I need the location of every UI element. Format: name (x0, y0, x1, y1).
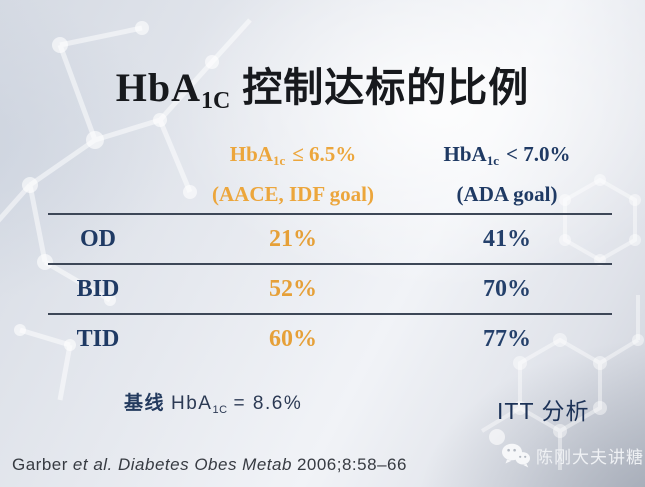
table-row-bid: BID 52% 70% (48, 263, 612, 313)
baseline-hba1c-note: 基线 HbA1C = 8.6% (124, 388, 303, 416)
row-label-bid: BID (76, 275, 120, 302)
aace-criterion-line: HbA1c ≤ 6.5% (148, 142, 438, 168)
baseline-value: = 8.6% (233, 393, 303, 414)
bid-aace-value: 52% (269, 275, 317, 302)
watermark: 陈刚大夫讲糖 (501, 442, 644, 469)
slide-title: HbA1C 控制达标的比例 (0, 55, 645, 114)
aace-hba-subscript: 1c (272, 153, 286, 168)
ada-criterion: < 7.0% (506, 142, 571, 166)
tid-aace-value: 60% (269, 325, 317, 352)
title-chinese: 控制达标的比例 (242, 64, 530, 110)
aace-goal-line: (AACE, IDF goal) (212, 182, 374, 206)
results-table: HbA1c ≤ 6.5% (AACE, IDF goal) HbA1c < 7.0%… (48, 140, 612, 363)
wechat-icon (502, 443, 530, 468)
itt-analysis-note: ITT 分析 (497, 398, 590, 424)
column-header-ada: HbA1c < 7.0% (ADA goal) (438, 140, 612, 213)
table-row-tid: TID 60% 77% (48, 313, 612, 363)
reference-citation: 2006;8:58–66 (296, 455, 407, 474)
baseline-subscript: 1C (212, 404, 228, 416)
citation-reference: Garber et al. Diabetes Obes Metab 2006;8:5… (12, 455, 407, 475)
reference-journal-italic: et al. Diabetes Obes Metab (72, 455, 292, 474)
column-header-aace-idf: HbA1c ≤ 6.5% (AACE, IDF goal) (148, 140, 438, 213)
ada-hba-subscript: 1c (486, 153, 499, 168)
reference-author: Garber (12, 455, 68, 474)
title-subscript: 1C (200, 87, 231, 114)
baseline-latin: HbA (171, 393, 213, 414)
tid-ada-value: 77% (483, 325, 531, 352)
aace-criterion: ≤ 6.5% (292, 142, 357, 166)
aace-hba: HbA (229, 142, 273, 166)
row-label-tid: TID (76, 325, 120, 352)
bid-ada-value: 70% (483, 275, 531, 302)
title-latin: HbA (115, 64, 201, 110)
baseline-label: 基线 (124, 393, 166, 414)
table-row-od: OD 21% 41% (48, 213, 612, 263)
ada-goal-line: (ADA goal) (456, 182, 558, 206)
row-label-od: OD (80, 225, 116, 252)
header-spacer (48, 140, 148, 213)
ada-criterion-line: HbA1c < 7.0% (438, 142, 576, 168)
ada-hba: HbA (443, 142, 487, 166)
od-ada-value: 41% (483, 225, 531, 252)
table-header-row: HbA1c ≤ 6.5% (AACE, IDF goal) HbA1c < 7.0%… (48, 140, 612, 213)
od-aace-value: 21% (269, 225, 317, 252)
watermark-label: 陈刚大夫讲糖 (536, 448, 644, 467)
